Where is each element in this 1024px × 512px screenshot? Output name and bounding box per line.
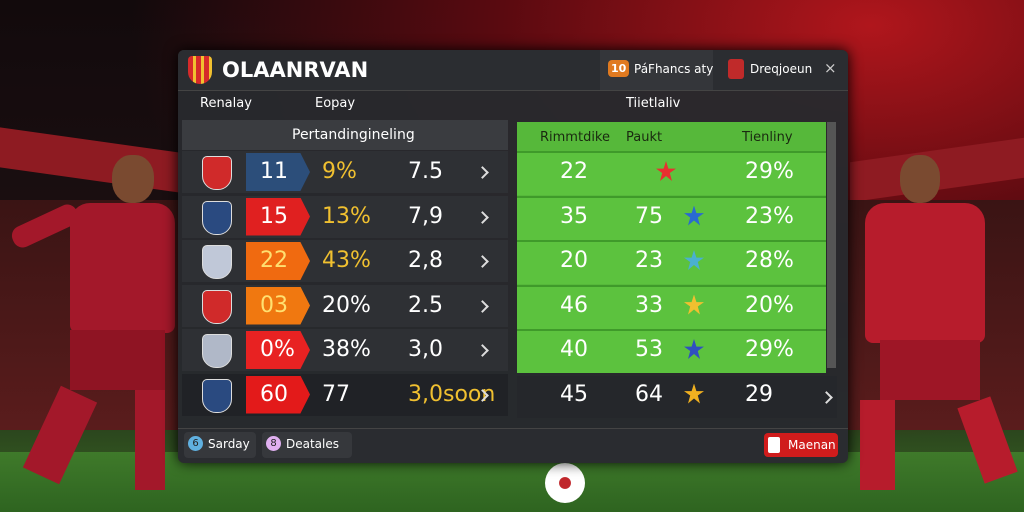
right-row bbox=[517, 375, 837, 418]
right-value: 35 bbox=[560, 203, 588, 229]
right-value: 20% bbox=[745, 292, 794, 318]
right-value: 23% bbox=[745, 203, 794, 229]
button-icon: 6 bbox=[188, 436, 203, 451]
left-row bbox=[182, 329, 508, 371]
right-value: 45 bbox=[560, 381, 588, 407]
left-header bbox=[182, 120, 508, 150]
right-value: 64 bbox=[635, 381, 663, 407]
action-label: Maenan bbox=[788, 438, 836, 452]
right-value: 75 bbox=[635, 203, 663, 229]
row-value: 22 bbox=[260, 248, 288, 273]
right-value: 23 bbox=[635, 248, 663, 273]
row-value: 77 bbox=[322, 381, 350, 407]
tab-icon: 10 bbox=[608, 60, 630, 77]
right-value: 28% bbox=[745, 248, 794, 273]
tab-icon-2 bbox=[728, 59, 744, 79]
team-badge bbox=[202, 156, 232, 190]
row-value: 2,8 bbox=[408, 248, 443, 273]
right-value: 29% bbox=[745, 337, 794, 362]
right-row bbox=[517, 195, 826, 240]
right-value: 29 bbox=[745, 381, 773, 407]
value-box bbox=[246, 242, 310, 280]
right-value: 22 bbox=[560, 159, 588, 184]
row-value: 2.5 bbox=[408, 292, 443, 318]
button-label: Deatales bbox=[286, 437, 340, 451]
left-row bbox=[182, 373, 508, 416]
left-row bbox=[182, 195, 508, 238]
tab-label: Dreqjoeun bbox=[750, 62, 813, 76]
team-badge bbox=[202, 378, 232, 413]
row-value: 11 bbox=[260, 159, 288, 184]
row-value: 9% bbox=[322, 159, 357, 184]
right-value: 29% bbox=[745, 159, 794, 184]
action-icon bbox=[768, 437, 780, 453]
left-row bbox=[182, 240, 508, 282]
left-title: Pertandingineling bbox=[292, 127, 415, 143]
logo bbox=[188, 56, 212, 84]
team-badge bbox=[202, 200, 232, 235]
team-badge bbox=[202, 334, 232, 368]
right-header: Tienliny bbox=[742, 130, 793, 145]
value-box bbox=[246, 197, 310, 236]
right-row bbox=[517, 240, 826, 284]
team-badge bbox=[202, 245, 232, 279]
right-value: 46 bbox=[560, 292, 588, 318]
row-value: 0% bbox=[260, 337, 295, 362]
left-row bbox=[182, 284, 508, 327]
ball bbox=[545, 463, 585, 503]
row-value: 03 bbox=[260, 292, 288, 318]
column-header: Eopay bbox=[315, 96, 356, 111]
row-value: 3,0 bbox=[408, 337, 443, 362]
right-value: 53 bbox=[635, 337, 663, 362]
row-value: 20% bbox=[322, 292, 371, 318]
button-icon: 8 bbox=[266, 436, 281, 451]
team-badge bbox=[202, 289, 232, 324]
button-label: Sarday bbox=[208, 437, 250, 451]
value-box bbox=[246, 331, 310, 369]
column-header: Renalay bbox=[200, 96, 252, 111]
right-header: Paukt bbox=[626, 130, 663, 145]
right-row bbox=[517, 284, 826, 329]
right-row bbox=[517, 329, 826, 373]
row-value: 60 bbox=[260, 381, 288, 407]
right-header: Rimmtdike bbox=[540, 130, 610, 145]
row-value: 3,0soon bbox=[408, 381, 496, 407]
left-row bbox=[182, 151, 508, 193]
row-value: 7,9 bbox=[408, 203, 443, 229]
right-row bbox=[517, 151, 826, 195]
right-value: 20 bbox=[560, 248, 588, 273]
row-value: 7.5 bbox=[408, 159, 443, 184]
scrollbar bbox=[827, 122, 836, 368]
row-value: 15 bbox=[260, 203, 288, 229]
player-right bbox=[860, 155, 1018, 505]
right-value: 40 bbox=[560, 337, 588, 362]
title: OLAANRVAN bbox=[222, 58, 369, 82]
player-left bbox=[8, 155, 175, 505]
value-box bbox=[246, 286, 310, 325]
row-value: 13% bbox=[322, 203, 371, 229]
right-value: 33 bbox=[635, 292, 663, 318]
value-box bbox=[246, 375, 310, 414]
column-header: Tiietlaliv bbox=[626, 96, 681, 111]
row-value: 43% bbox=[322, 248, 371, 273]
tab-label: PáFhancs aty bbox=[634, 62, 714, 76]
close-button[interactable]: × bbox=[824, 59, 837, 77]
row-value: 38% bbox=[322, 337, 371, 362]
value-box bbox=[246, 153, 310, 191]
